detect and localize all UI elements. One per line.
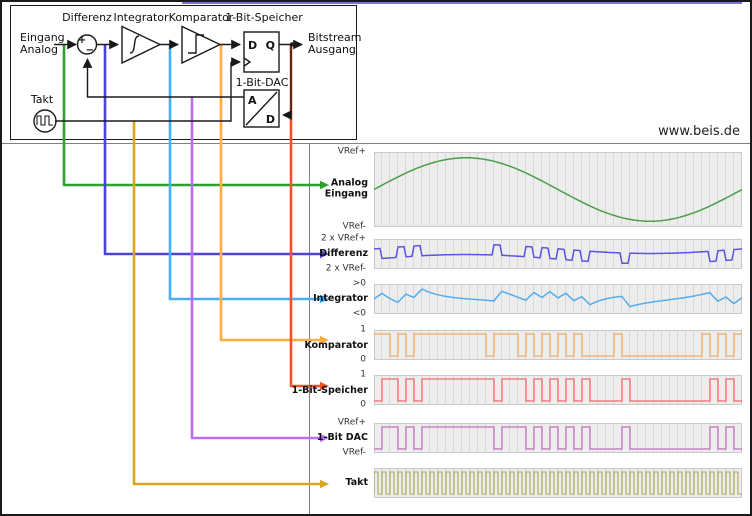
trace-label-dac: 1-Bit DAC: [316, 431, 368, 443]
tick-dac-bottom: VRef-: [342, 447, 366, 458]
tick-speicher-top: 1: [360, 369, 366, 380]
tick-integrator-top: >0: [352, 278, 366, 289]
trace-label-integrator: Integrator: [313, 292, 368, 304]
horizontal-divider: [2, 143, 750, 144]
trace-label-takt: Takt: [345, 476, 368, 488]
tick-komparator-top: 1: [360, 324, 366, 335]
trace-label-komparator: Komparator: [304, 339, 368, 351]
trace-analog: [374, 157, 742, 222]
trace-speicher: [374, 378, 742, 402]
tick-differenz-top: 2 x VRef+: [320, 233, 366, 244]
label-speicher: 1-Bit-Speicher: [225, 11, 303, 24]
trace-differenz: [374, 244, 742, 265]
tick-komparator-bottom: 0: [360, 354, 366, 365]
watermark-url: www.beis.de: [658, 124, 740, 139]
trace-integrator: [374, 288, 742, 308]
tick-dac-top: VRef+: [337, 417, 366, 428]
trace-label-speicher: 1-Bit-Speicher: [291, 384, 368, 396]
label-komparator: Komparator: [168, 11, 234, 24]
label-eingang-analog: Eingang Analog: [20, 32, 65, 56]
label-ausgang: Ausgang: [308, 43, 356, 56]
block-diagram-frame: [10, 5, 357, 140]
label-bitstream: Bitstream: [308, 31, 362, 44]
plot-analog-eingang: [374, 152, 742, 227]
trace-label-differenz: Differenz: [319, 247, 368, 259]
tick-integrator-bottom: <0: [352, 308, 366, 319]
plot-speicher: [374, 375, 742, 405]
plot-differenz: [374, 239, 742, 269]
trace-takt: [374, 471, 742, 495]
tick-speicher-bottom: 0: [360, 399, 366, 410]
label-bitstream-ausgang: Bitstream Ausgang: [308, 32, 361, 56]
label-eingang: Eingang: [20, 31, 65, 44]
plot-border: [374, 239, 742, 269]
trace-dac: [374, 426, 742, 450]
plot-border: [374, 375, 742, 405]
plot-border: [374, 423, 742, 453]
plot-border: [374, 330, 742, 360]
label-dac: 1-Bit-DAC: [235, 76, 289, 89]
label-analog: Analog: [20, 43, 59, 56]
top-edge-remnant: [182, 2, 742, 4]
plot-dac: [374, 423, 742, 453]
tick-analog-bottom: VRef-: [342, 221, 366, 232]
label-integrator: Integrator: [113, 11, 169, 24]
label-differenz: Differenz: [62, 11, 112, 24]
plot-integrator: [374, 284, 742, 314]
plot-takt: [374, 468, 742, 498]
trace-label-analog: Analog Eingang: [324, 177, 368, 199]
tick-analog-top: VRef+: [337, 146, 366, 157]
plot-komparator: [374, 330, 742, 360]
tick-differenz-bottom: 2 x VRef-: [325, 263, 366, 274]
label-takt: Takt: [30, 93, 54, 106]
plot-border: [374, 284, 742, 314]
trace-komparator: [374, 333, 742, 357]
